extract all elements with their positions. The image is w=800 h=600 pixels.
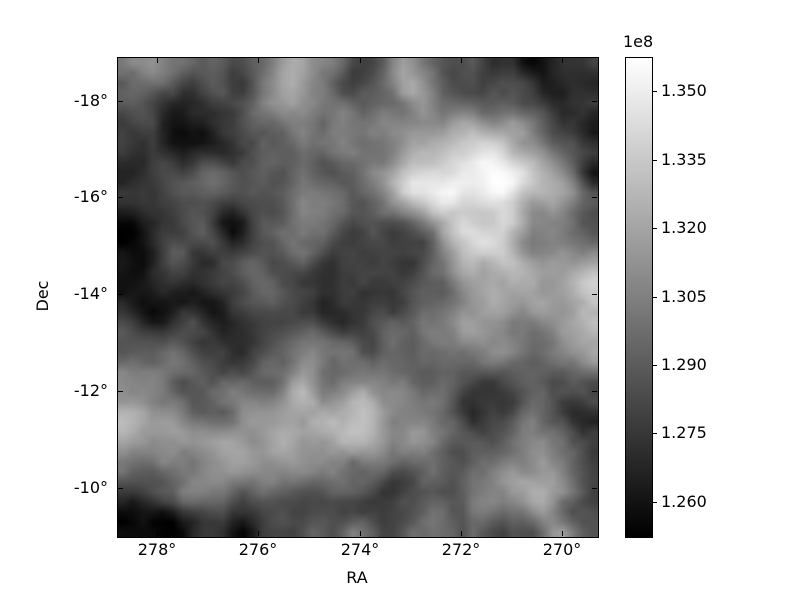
x-tick-mark: [157, 58, 158, 63]
colorbar-offset-text: 1e8: [623, 32, 654, 51]
y-tick-mark: [118, 488, 123, 489]
colorbar-tick-label: 1.275: [661, 423, 707, 442]
y-tick-label: -12°: [73, 381, 108, 400]
x-tick-mark: [461, 531, 462, 536]
heatmap-image: [118, 58, 598, 537]
y-tick-mark: [118, 391, 123, 392]
colorbar-tick-label: 1.320: [661, 218, 707, 237]
x-tick-mark: [258, 531, 259, 536]
colorbar-tick-mark: [652, 297, 657, 298]
y-tick-mark: [592, 197, 597, 198]
heatmap-axes[interactable]: [117, 57, 599, 538]
y-tick-mark: [592, 488, 597, 489]
x-tick-label: 272°: [441, 540, 481, 559]
x-tick-label: 274°: [340, 540, 380, 559]
colorbar-tick-label: 1.335: [661, 150, 707, 169]
y-tick-mark: [118, 294, 123, 295]
x-tick-label: 278°: [137, 540, 177, 559]
x-tick-mark: [562, 58, 563, 63]
colorbar-tick-mark: [652, 365, 657, 366]
colorbar[interactable]: [625, 57, 653, 538]
colorbar-tick-label: 1.305: [661, 287, 707, 306]
x-tick-mark: [360, 531, 361, 536]
colorbar-tick-mark: [652, 502, 657, 503]
colorbar-tick-mark: [652, 433, 657, 434]
colorbar-gradient: [626, 58, 652, 537]
y-tick-label: -14°: [73, 284, 108, 303]
x-tick-label: 270°: [542, 540, 582, 559]
colorbar-tick-label: 1.290: [661, 355, 707, 374]
colorbar-tick-label: 1.260: [661, 492, 707, 511]
y-tick-label: -18°: [73, 91, 108, 110]
y-tick-mark: [118, 197, 123, 198]
y-tick-label: -10°: [73, 478, 108, 497]
y-tick-mark: [592, 101, 597, 102]
y-axis-title: Dec: [33, 280, 52, 312]
x-tick-mark: [258, 58, 259, 63]
colorbar-tick-mark: [652, 228, 657, 229]
x-tick-label: 276°: [238, 540, 278, 559]
y-tick-mark: [592, 294, 597, 295]
x-tick-mark: [562, 531, 563, 536]
colorbar-tick-mark: [652, 160, 657, 161]
x-tick-mark: [461, 58, 462, 63]
colorbar-tick-label: 1.350: [661, 81, 707, 100]
y-tick-mark: [592, 391, 597, 392]
y-tick-mark: [118, 101, 123, 102]
x-tick-mark: [157, 531, 158, 536]
y-tick-label: -16°: [73, 187, 108, 206]
x-tick-mark: [360, 58, 361, 63]
x-axis-title: RA: [346, 568, 368, 587]
colorbar-tick-mark: [652, 91, 657, 92]
